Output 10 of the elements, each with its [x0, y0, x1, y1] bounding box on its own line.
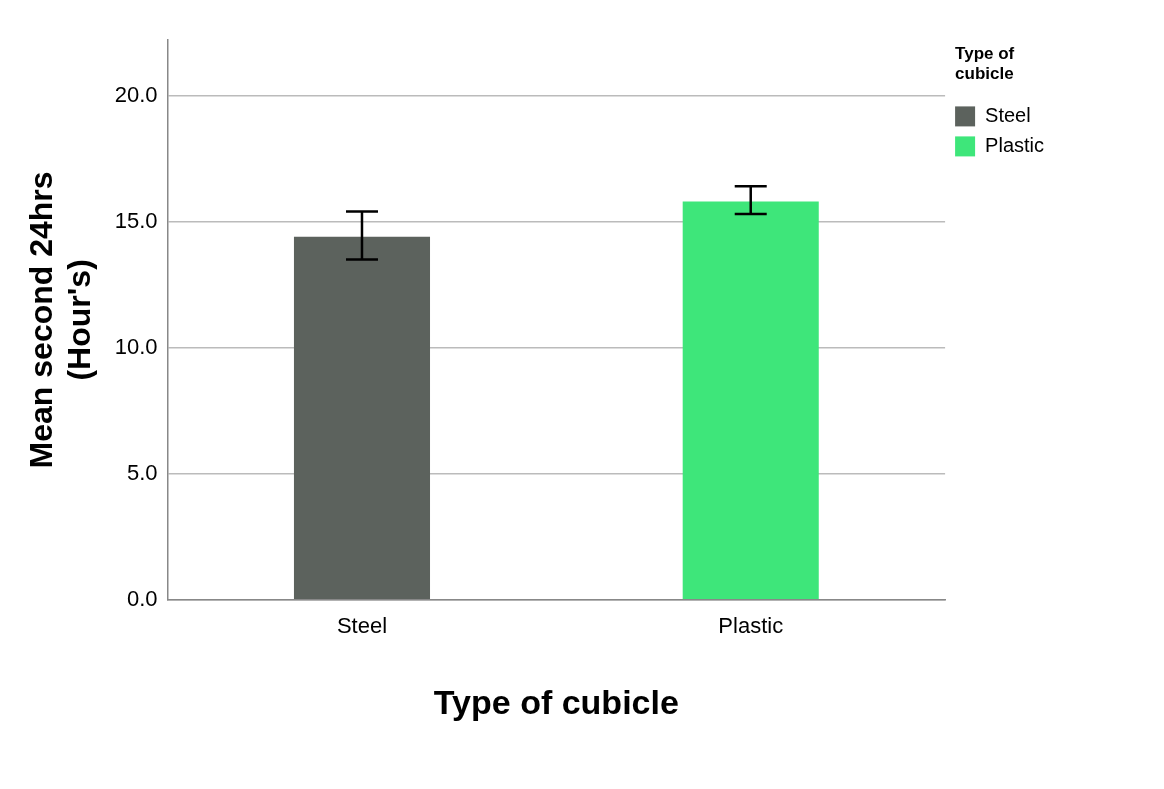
x-axis-title: Type of cubicle	[433, 682, 679, 721]
y-tick-label: 0.0	[127, 585, 158, 611]
legend-label: Plastic	[985, 133, 1044, 156]
y-axis-title: Mean second 24hrs (Hour's)	[23, 171, 98, 469]
y-tick-label: 20.0	[114, 81, 158, 107]
legend-title: Type of cubicle	[955, 44, 1016, 84]
y-tick-label: 5.0	[127, 459, 158, 485]
y-tick-label: 15.0	[114, 207, 158, 233]
legend-label: Steel	[985, 103, 1031, 126]
y-tick-label: 10.0	[114, 333, 158, 359]
